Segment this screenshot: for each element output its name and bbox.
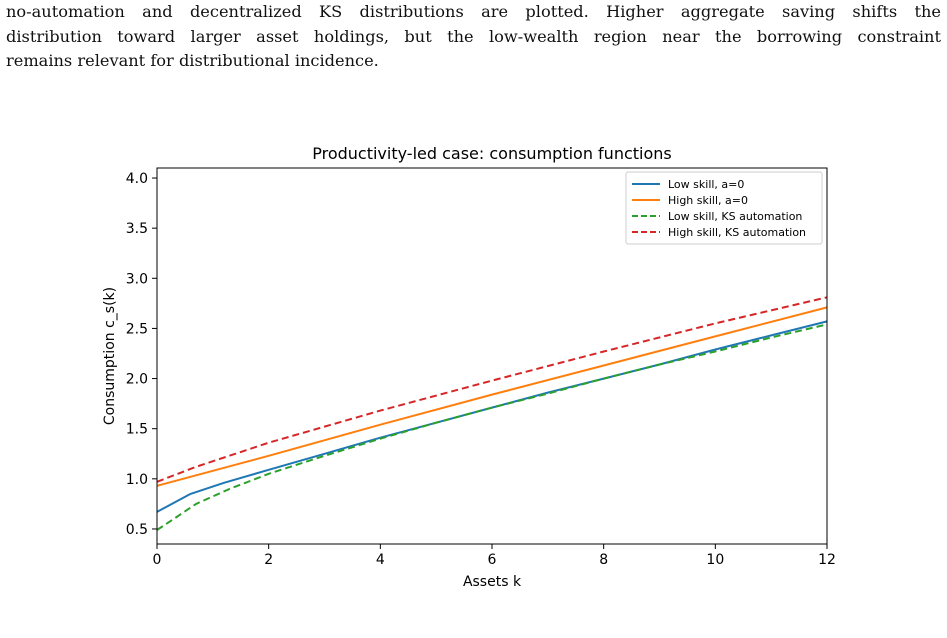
x-tick-label: 10 bbox=[706, 552, 724, 568]
x-tick-label: 2 bbox=[264, 552, 273, 568]
chart-title: Productivity-led case: consumption funct… bbox=[312, 144, 672, 163]
y-axis-ticks: 0.5 1.0 1.5 2.0 2.5 3.0 3.5 4.0 bbox=[126, 171, 157, 538]
legend: Low skill, a=0 High skill, a=0 Low skill, … bbox=[625, 171, 823, 245]
x-tick-label: 0 bbox=[153, 552, 162, 568]
x-tick-label: 8 bbox=[599, 552, 608, 568]
legend-box bbox=[625, 171, 823, 245]
series-line-4 bbox=[156, 296, 828, 483]
y-tick-label: 0.5 bbox=[126, 522, 148, 538]
y-tick-label: 2.0 bbox=[126, 372, 148, 388]
legend-label-1: Low skill, a=0 bbox=[668, 178, 744, 191]
series-line-2 bbox=[156, 306, 828, 487]
y-axis-label: Consumption c_s(k) bbox=[102, 287, 118, 425]
y-tick-label: 3.5 bbox=[126, 221, 148, 237]
x-tick-label: 6 bbox=[488, 552, 497, 568]
y-tick-label: 1.0 bbox=[126, 472, 148, 488]
body-paragraph: no-automation and decentralized KS distr… bbox=[6, 0, 941, 74]
paragraph-line-2: distribution toward larger asset holding… bbox=[6, 26, 941, 46]
x-tick-label: 12 bbox=[818, 552, 836, 568]
paragraph-line-3: remains relevant for distributional inci… bbox=[6, 51, 379, 70]
series-line-1 bbox=[156, 320, 828, 513]
x-tick-label: 4 bbox=[376, 552, 385, 568]
series-line-3 bbox=[156, 323, 828, 531]
legend-label-4: High skill, KS automation bbox=[668, 226, 806, 239]
x-axis-label: Assets k bbox=[463, 574, 522, 590]
paragraph-line-1: no-automation and decentralized KS distr… bbox=[6, 2, 941, 21]
legend-label-2: High skill, a=0 bbox=[668, 194, 748, 207]
y-tick-label: 1.5 bbox=[126, 422, 148, 438]
y-tick-label: 2.5 bbox=[126, 321, 148, 337]
plot-lines bbox=[156, 296, 828, 531]
y-tick-label: 4.0 bbox=[126, 171, 148, 187]
y-tick-label: 3.0 bbox=[126, 271, 148, 287]
x-axis-ticks: 0 2 4 6 8 10 12 bbox=[153, 544, 836, 568]
legend-label-3: Low skill, KS automation bbox=[668, 210, 802, 223]
